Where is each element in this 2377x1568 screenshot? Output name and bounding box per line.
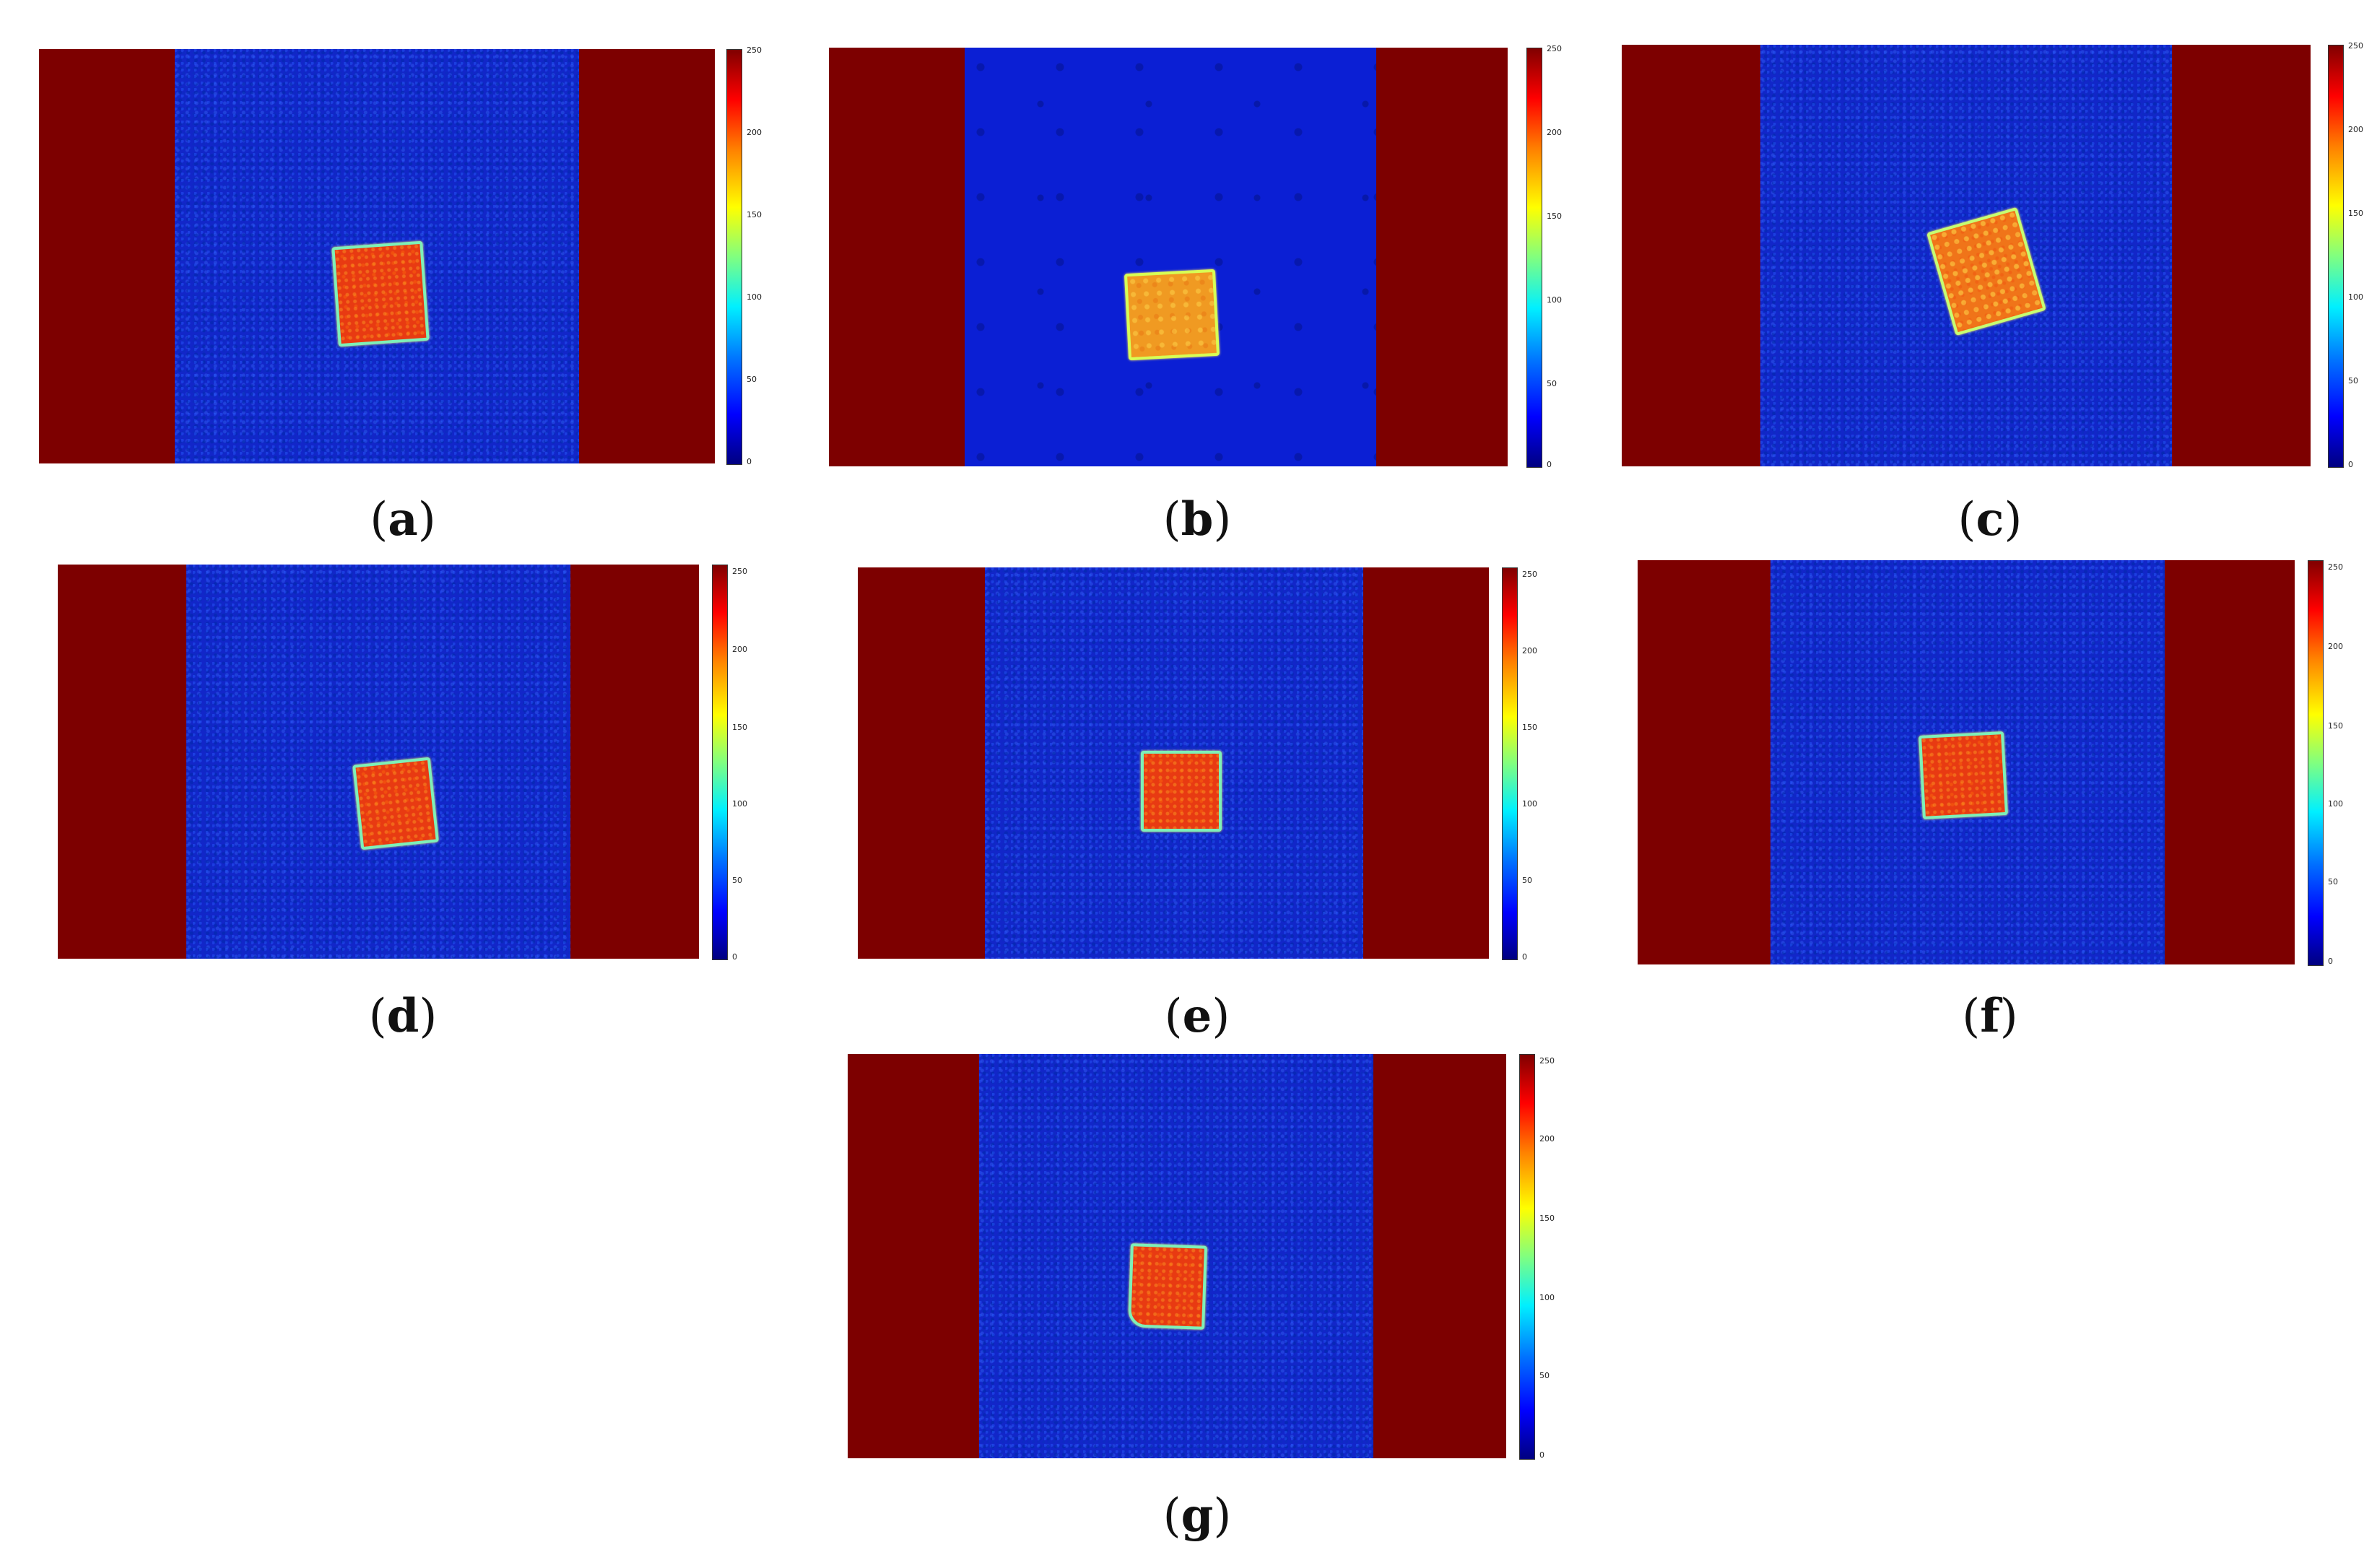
tick-250-g: 250	[1539, 1056, 1555, 1066]
tick-50-e: 50	[1522, 876, 1532, 885]
colorbar-ticks-c: 250 200 150 100 50 0	[2328, 41, 2371, 469]
tick-200-b: 200	[1547, 128, 1562, 137]
colorbar-e	[1502, 567, 1518, 960]
heatmap-image-e	[858, 567, 1489, 959]
caption-letter-c: c	[1976, 492, 2004, 546]
caption-f: (f)	[1962, 989, 2018, 1043]
patch-e	[1141, 751, 1222, 832]
colorbar-f	[2308, 560, 2324, 966]
colorbar-a	[726, 49, 742, 465]
patch-a	[331, 240, 430, 347]
heatmap-image-f	[1638, 560, 2295, 964]
tick-100-a: 100	[747, 292, 762, 302]
tick-0-a: 0	[747, 457, 752, 466]
tick-250-c: 250	[2348, 41, 2363, 51]
tick-0-e: 0	[1522, 952, 1527, 962]
tick-50-g: 50	[1539, 1371, 1550, 1380]
tick-0-d: 0	[732, 952, 737, 962]
tick-250-d: 250	[732, 567, 747, 576]
tick-250-b: 250	[1547, 44, 1562, 53]
tick-250-f: 250	[2328, 562, 2343, 572]
caption-letter-b: b	[1181, 492, 1214, 546]
tick-0-c: 0	[2348, 460, 2353, 469]
caption-letter-f: f	[1980, 989, 2000, 1043]
tick-200-g: 200	[1539, 1134, 1555, 1144]
colorbar-ticks-b: 250 200 150 100 50 0	[1526, 44, 1570, 469]
patch-d	[352, 757, 439, 850]
heatmap-image-b	[829, 48, 1508, 466]
caption-a: (a)	[370, 492, 436, 546]
heatmap-image-a	[39, 49, 715, 463]
caption-c: (c)	[1957, 492, 2022, 546]
colorbar-ticks-g: 250 200 150 100 50 0	[1519, 1054, 1563, 1460]
tick-150-a: 150	[747, 210, 762, 219]
colorbar-ticks-f: 250 200 150 100 50 0	[2308, 560, 2351, 966]
tick-200-c: 200	[2348, 125, 2363, 134]
caption-letter-e: e	[1182, 989, 1212, 1043]
blue-field-e	[985, 567, 1363, 959]
tick-50-d: 50	[732, 876, 742, 885]
tick-250-a: 250	[747, 45, 762, 55]
caption-letter-a: a	[388, 492, 418, 546]
tick-150-e: 150	[1522, 723, 1537, 732]
tick-0-g: 0	[1539, 1450, 1544, 1460]
blue-field-d	[186, 565, 570, 959]
colorbar-d	[712, 565, 728, 960]
tick-100-b: 100	[1547, 295, 1562, 305]
heatmap-image-c	[1622, 45, 2311, 466]
tick-100-f: 100	[2328, 799, 2343, 809]
colorbar-c	[2328, 45, 2344, 468]
tick-0-f: 0	[2328, 957, 2333, 966]
caption-b: (b)	[1163, 492, 1232, 546]
caption-letter-g: g	[1181, 1489, 1214, 1543]
caption-d: (d)	[368, 989, 438, 1043]
patch-b	[1124, 269, 1220, 361]
tick-0-b: 0	[1547, 460, 1552, 469]
tick-200-a: 200	[747, 128, 762, 137]
heatmap-image-d	[58, 565, 699, 959]
colorbar-ticks-e: 250 200 150 100 50 0	[1502, 567, 1545, 962]
colorbar-ticks-a: 250 200 150 100 50 0	[726, 45, 770, 466]
tick-100-e: 100	[1522, 799, 1537, 809]
heatmap-image-g	[848, 1054, 1506, 1458]
tick-100-d: 100	[732, 799, 747, 809]
tick-150-c: 150	[2348, 209, 2363, 218]
tick-50-b: 50	[1547, 379, 1557, 388]
tick-100-c: 100	[2348, 292, 2363, 302]
tick-150-d: 150	[732, 723, 747, 732]
patch-f	[1918, 731, 2008, 820]
tick-150-f: 150	[2328, 721, 2343, 731]
colorbar-ticks-d: 250 200 150 100 50 0	[712, 565, 755, 962]
caption-g: (g)	[1163, 1489, 1232, 1543]
tick-250-e: 250	[1522, 570, 1537, 579]
tick-50-c: 50	[2348, 376, 2358, 386]
colorbar-b	[1526, 48, 1542, 468]
tick-150-g: 150	[1539, 1214, 1555, 1223]
patch-g	[1128, 1243, 1207, 1330]
tick-50-f: 50	[2328, 877, 2338, 887]
tick-50-a: 50	[747, 375, 757, 384]
tick-150-b: 150	[1547, 212, 1562, 221]
tick-100-g: 100	[1539, 1293, 1555, 1302]
colorbar-g	[1519, 1054, 1535, 1460]
tick-200-d: 200	[732, 645, 747, 654]
caption-e: (e)	[1164, 989, 1230, 1043]
caption-letter-d: d	[386, 989, 420, 1043]
tick-200-f: 200	[2328, 642, 2343, 651]
tick-200-e: 200	[1522, 646, 1537, 655]
blue-field-b	[965, 48, 1376, 466]
